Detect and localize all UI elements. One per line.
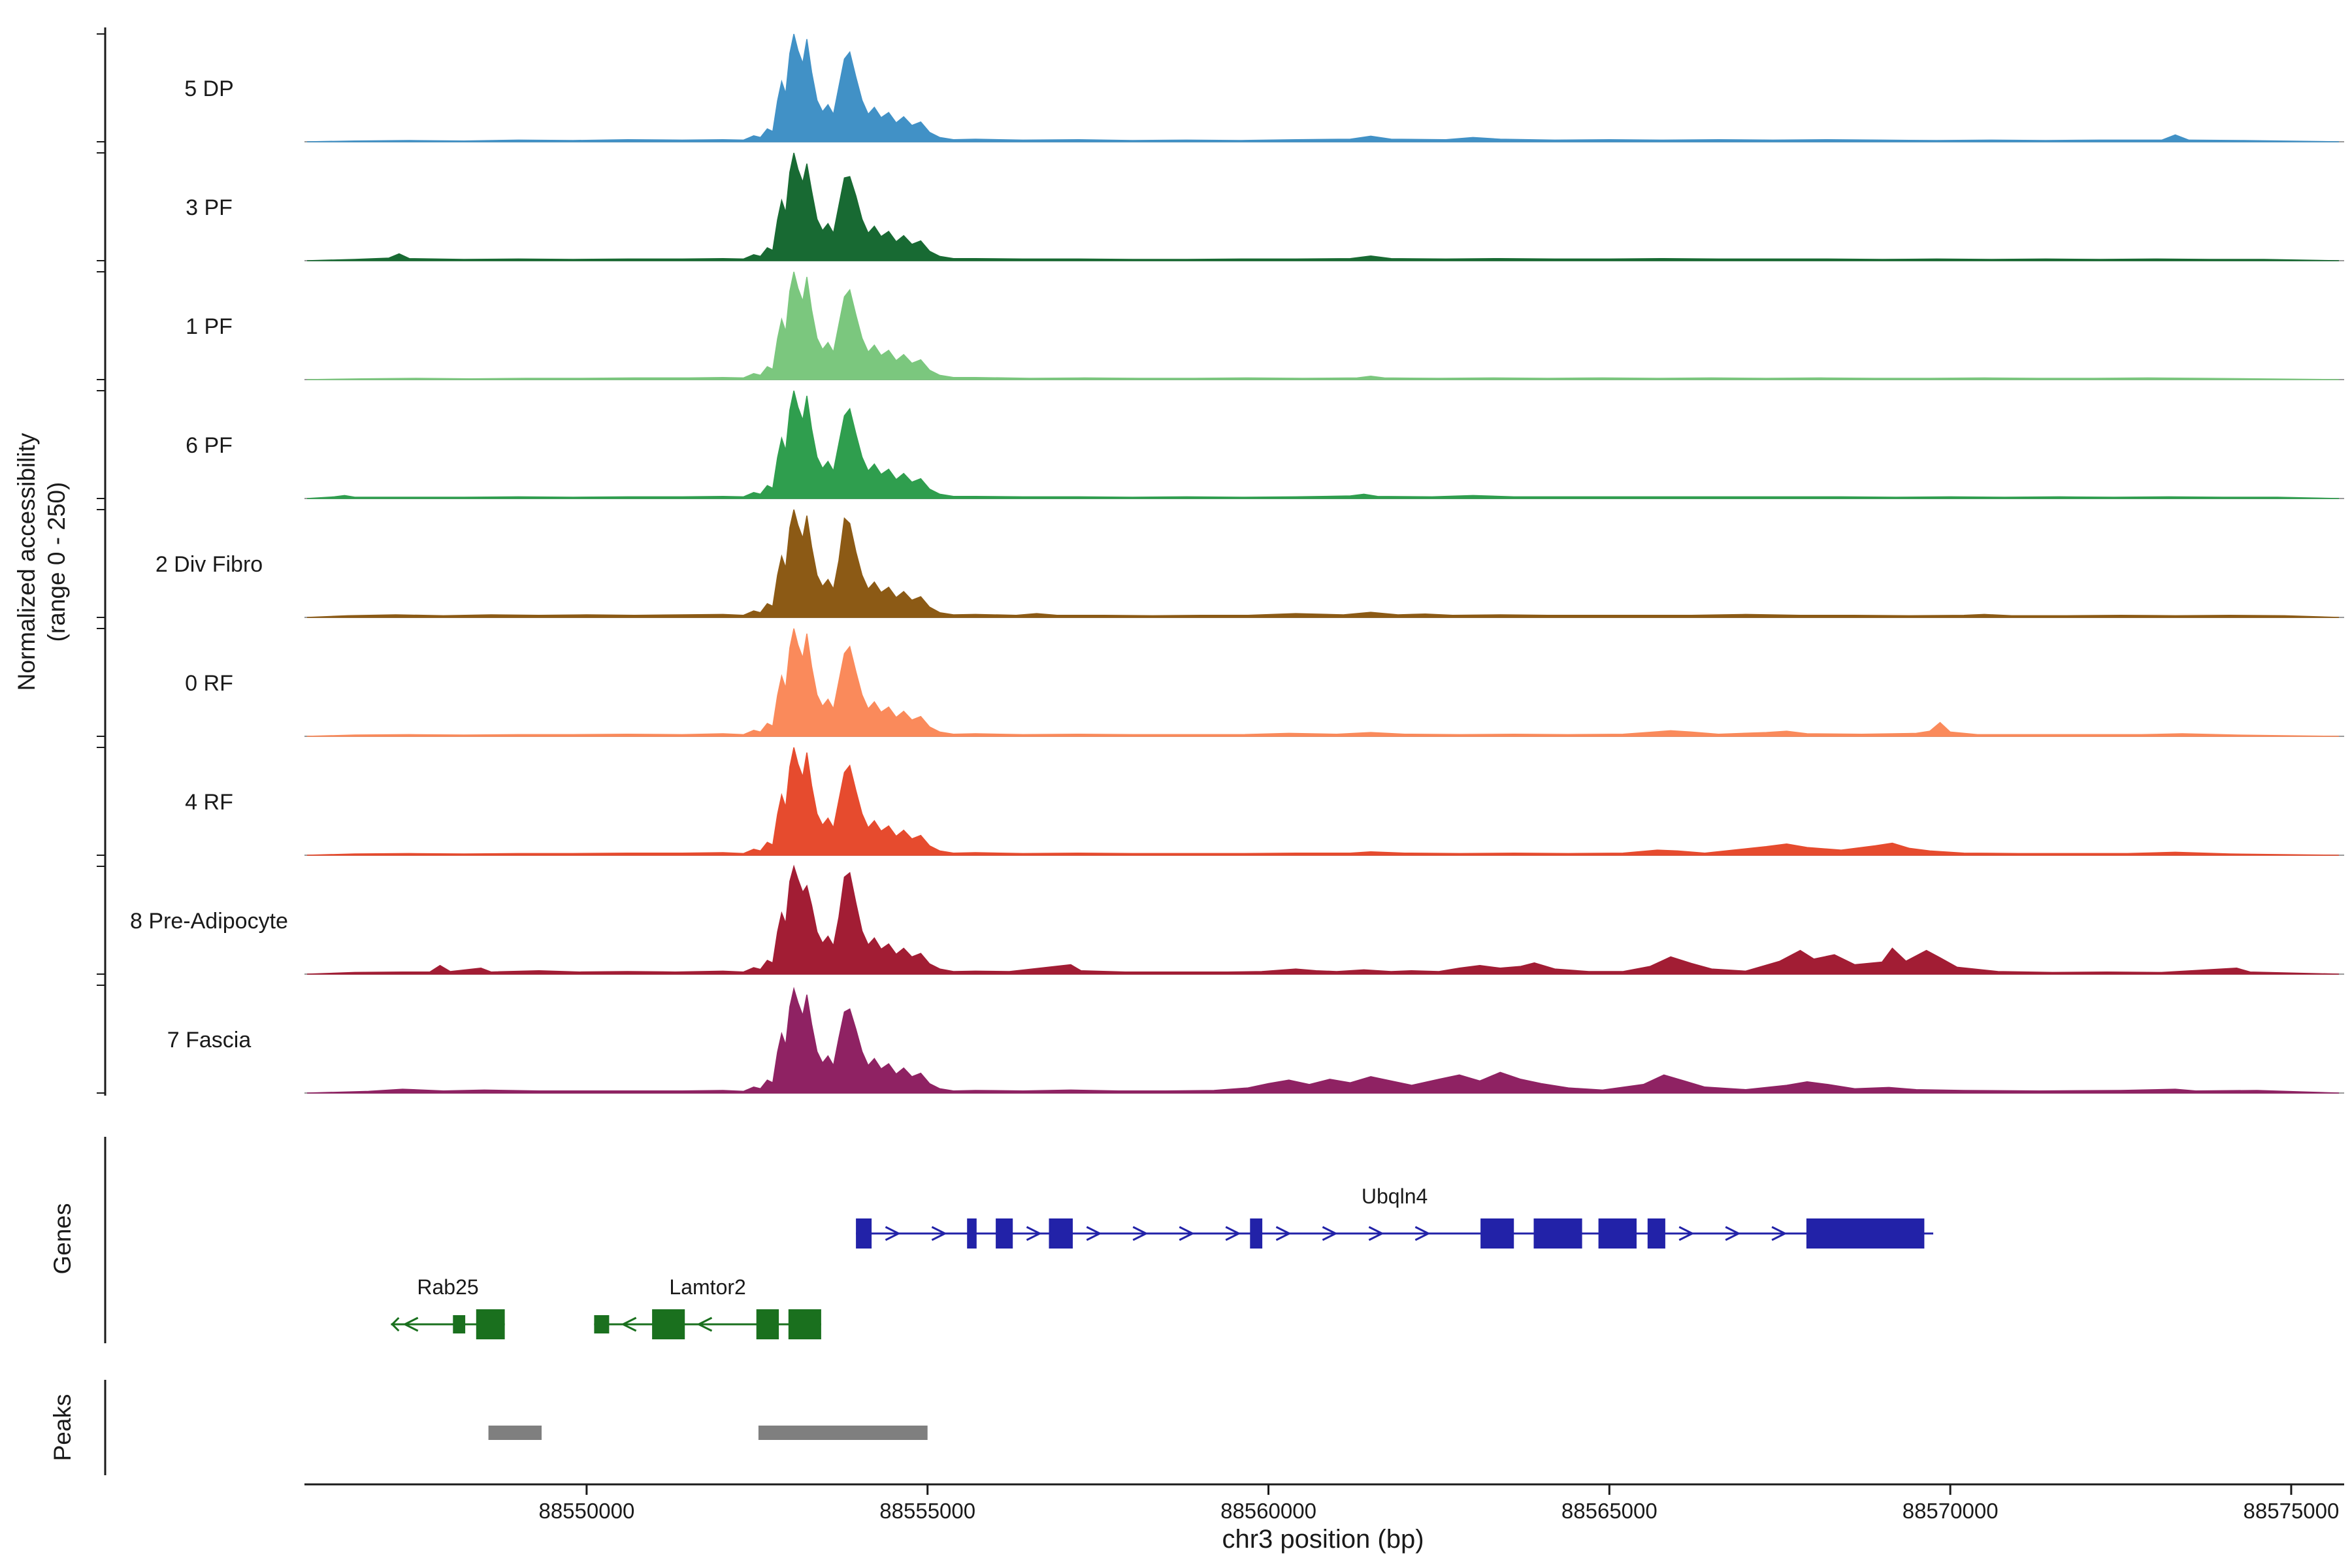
x-axis-tick-label: 88560000 <box>1220 1499 1316 1523</box>
exon <box>967 1218 977 1249</box>
exon <box>1647 1218 1665 1249</box>
track-8-pre-adipocyte: 8 Pre-Adipocyte <box>97 864 2344 975</box>
strand-arrow-icon <box>1771 1226 1788 1241</box>
track-2-div-fibro: 2 Div Fibro <box>97 509 2344 618</box>
exon <box>1598 1218 1637 1249</box>
exon <box>453 1315 466 1333</box>
strand-arrow-icon <box>1179 1226 1195 1241</box>
x-axis-tick-label: 88555000 <box>879 1499 975 1523</box>
gene-lamtor2: Lamtor2 <box>594 1275 821 1339</box>
exon <box>652 1309 685 1339</box>
track-label-5-dp: 5 DP <box>184 76 234 101</box>
signal-area-2-div-fibro <box>306 509 2340 618</box>
track-label-2-div-fibro: 2 Div Fibro <box>155 552 263 577</box>
track-7-fascia: 7 Fascia <box>97 985 2344 1094</box>
peak-region-1 <box>488 1426 542 1440</box>
strand-arrow-icon <box>1275 1226 1292 1241</box>
strand-arrow-icon <box>1322 1226 1338 1241</box>
strand-arrow-icon <box>621 1316 637 1332</box>
exon <box>594 1315 610 1333</box>
gene-label-rab25: Rab25 <box>417 1275 478 1299</box>
track-label-1-pf: 1 PF <box>186 314 233 339</box>
signal-area-4-rf <box>306 747 2340 856</box>
signal-area-5-dp <box>306 33 2340 142</box>
exon <box>1250 1218 1263 1249</box>
track-label-4-rf: 4 RF <box>185 790 233 815</box>
exon <box>996 1218 1013 1249</box>
strand-arrow-icon <box>1026 1226 1042 1241</box>
exon <box>788 1309 821 1339</box>
x-axis-tick-label: 88575000 <box>2244 1499 2340 1523</box>
track-label-3-pf: 3 PF <box>186 195 233 220</box>
signal-area-0-rf <box>306 628 2340 737</box>
track-5-dp: 5 DP <box>97 33 2344 142</box>
track-1-pf: 1 PF <box>97 271 2344 380</box>
strand-arrow-icon <box>1725 1226 1741 1241</box>
peak-region-2 <box>758 1426 928 1440</box>
exon <box>1533 1218 1582 1249</box>
track-4-rf: 4 RF <box>97 747 2344 856</box>
exon <box>476 1309 505 1339</box>
signal-area-1-pf <box>306 271 2340 380</box>
signal-area-7-fascia <box>306 987 2340 1094</box>
gene-rab25: Rab25 <box>391 1275 505 1339</box>
signal-area-3-pf <box>306 152 2340 261</box>
x-axis-tick-label: 88565000 <box>1561 1499 1658 1523</box>
gene-label-lamtor2: Lamtor2 <box>669 1275 745 1299</box>
track-3-pf: 3 PF <box>97 152 2344 261</box>
signal-area-6-pf <box>306 390 2340 499</box>
strand-arrow-icon <box>931 1226 947 1241</box>
gene-label-ubqln4: Ubqln4 <box>1362 1184 1428 1208</box>
signal-area-8-pre-adipocyte <box>306 864 2340 975</box>
x-axis-tick-label: 88550000 <box>538 1499 634 1523</box>
strand-arrow-icon <box>402 1316 419 1332</box>
strand-arrow-icon <box>1132 1226 1149 1241</box>
strand-arrow-icon <box>696 1316 713 1332</box>
track-6-pf: 6 PF <box>97 390 2344 499</box>
exon <box>1806 1218 1925 1249</box>
track-label-7-fascia: 7 Fascia <box>167 1028 252 1053</box>
x-axis-title: chr3 position (bp) <box>1222 1525 1424 1554</box>
strand-arrow-icon <box>1225 1226 1241 1241</box>
x-axis-tick-label: 88570000 <box>1903 1499 1999 1523</box>
exon <box>756 1309 779 1339</box>
strand-arrow-icon <box>1368 1226 1384 1241</box>
strand-arrow-icon <box>1086 1226 1102 1241</box>
exon <box>1480 1218 1514 1249</box>
gene-ubqln4: Ubqln4 <box>856 1184 1934 1249</box>
strand-arrow-icon <box>1414 1226 1431 1241</box>
track-0-rf: 0 RF <box>97 628 2344 737</box>
track-label-6-pf: 6 PF <box>186 433 233 458</box>
strand-arrow-icon <box>391 1316 400 1332</box>
track-label-0-rf: 0 RF <box>185 671 233 696</box>
exon <box>856 1218 872 1249</box>
strand-arrow-icon <box>885 1226 901 1241</box>
strand-arrow-icon <box>594 1316 603 1332</box>
exon <box>1049 1218 1073 1249</box>
strand-arrow-icon <box>1678 1226 1695 1241</box>
track-label-8-pre-adipocyte: 8 Pre-Adipocyte <box>130 909 288 934</box>
